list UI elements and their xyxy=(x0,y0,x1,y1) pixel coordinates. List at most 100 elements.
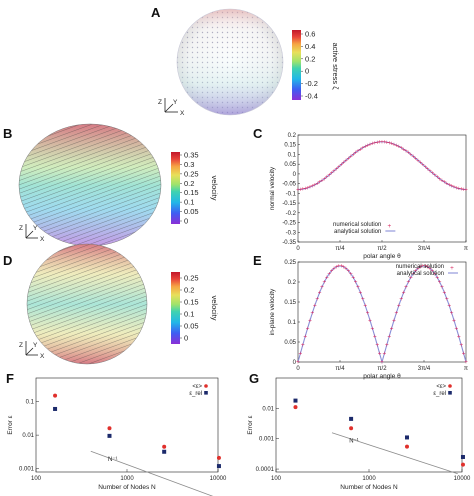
numerical-solution-point: + xyxy=(337,264,341,270)
legend-relative-error-label: ε_rel xyxy=(433,391,446,397)
numerical-solution-point: + xyxy=(353,150,357,156)
numerical-solution-point: + xyxy=(339,162,343,168)
numerical-solution-point: + xyxy=(377,140,381,146)
legend-mean-error-marker xyxy=(448,384,452,388)
numerical-solution-point: + xyxy=(303,186,307,192)
numerical-solution-point: + xyxy=(346,268,350,274)
colorbar-tick-label: 0.1 xyxy=(184,198,194,207)
y-tick-label: 0.001 xyxy=(19,467,35,473)
numerical-solution-point: + xyxy=(375,342,379,348)
numerical-solution-point: + xyxy=(461,351,465,357)
relative-error-point xyxy=(162,449,167,454)
numerical-solution-point: + xyxy=(413,156,417,162)
panel-label-d: D xyxy=(3,253,12,268)
y-tick-label: 0.1 xyxy=(288,320,297,326)
numerical-solution-point: + xyxy=(382,351,386,357)
numerical-solution-point: + xyxy=(457,334,461,340)
mean-error-point xyxy=(460,462,465,467)
numerical-solution-point: + xyxy=(322,279,326,285)
numerical-solution-point: + xyxy=(447,303,451,309)
colorbar-a: 0.6 0.4 0.2 0 -0.2 -0.4 active stress ζ xyxy=(292,30,340,101)
y-tick-label: 0 xyxy=(293,172,297,178)
legend-mean-error-label: <ε> xyxy=(192,384,202,390)
numerical-solution-point: + xyxy=(461,187,465,193)
mean-error-point xyxy=(162,444,167,449)
panel-label-g: G xyxy=(249,371,259,386)
numerical-solution-point: + xyxy=(356,285,360,291)
x-tick-label: π/4 xyxy=(335,246,345,252)
numerical-solution-point: + xyxy=(437,176,441,182)
numerical-solution-point: + xyxy=(329,171,333,177)
numerical-solution-point: + xyxy=(440,285,444,291)
numerical-solution-point: + xyxy=(423,164,427,170)
numerical-solution-point: + xyxy=(452,318,456,324)
numerical-solution-point: + xyxy=(313,183,317,189)
plot-frame xyxy=(297,134,467,243)
numerical-solution-point: + xyxy=(459,187,463,193)
numerical-solution-point: + xyxy=(320,285,324,291)
numerical-solution-point: + xyxy=(385,342,389,348)
numerical-solution-point: + xyxy=(322,176,326,182)
numerical-solution-point: + xyxy=(365,143,369,149)
x-tick-label: 100 xyxy=(31,476,42,482)
colorbar-tick-label: -0.4 xyxy=(305,92,318,101)
colorbar-d: 0.25 0.2 0.15 0.1 0.05 0 velocity xyxy=(171,272,219,344)
x-tick-label: π/2 xyxy=(377,246,387,252)
mean-error-point xyxy=(404,444,409,449)
chart-in-plane-velocity: 0.25 0.2 0.15 0.1 0.05 00 π/4 π/2 3π/4 π polar ang… xyxy=(269,260,468,380)
relative-error-point xyxy=(404,435,409,440)
sphere-a xyxy=(176,8,284,116)
colorbar-tick-label: 0 xyxy=(305,67,309,76)
x-tick-label: 3π/4 xyxy=(418,366,431,372)
numerical-solution-point: + xyxy=(464,187,468,193)
axes-triad-a: Z Y X xyxy=(158,98,185,117)
numerical-solution-point: + xyxy=(447,183,451,189)
numerical-solution-point: + xyxy=(361,145,365,151)
mean-error-point xyxy=(107,426,112,431)
numerical-solution-point: + xyxy=(351,152,355,158)
numerical-solution-point: + xyxy=(317,180,321,186)
numerical-solution-point: + xyxy=(454,326,458,332)
chart-error-convergence-f: 0.1 0.01 0.001 100 1000 10000 Number of Nodes … xyxy=(7,377,227,496)
y-tick-label: 0.1 xyxy=(288,152,297,158)
y-tick-label: 0.15 xyxy=(284,143,296,149)
numerical-solution-point: + xyxy=(392,142,396,148)
numerical-solution-point: + xyxy=(416,266,420,272)
numerical-solution-point: + xyxy=(433,173,437,179)
numerical-solution-point: + xyxy=(370,326,374,332)
numerical-solution-point: + xyxy=(370,141,374,147)
colorbar-tick-label: 0 xyxy=(184,334,188,343)
numerical-solution-point: + xyxy=(425,264,429,270)
legend-mean-error-label: <ε> xyxy=(436,384,446,390)
x-tick-label: π/4 xyxy=(335,366,345,372)
numerical-solution-point: + xyxy=(425,166,429,172)
y-tick-label: 0.1 xyxy=(26,400,35,406)
numerical-solution-point: + xyxy=(437,279,441,285)
x-tick-label: π xyxy=(464,366,468,372)
numerical-solution-point: + xyxy=(301,342,305,348)
numerical-solution-point: + xyxy=(442,180,446,186)
numerical-solution-point: + xyxy=(341,264,345,270)
triad-y-label: Y xyxy=(173,99,178,106)
y-tick-label: 0.01 xyxy=(22,433,34,439)
numerical-solution-point: + xyxy=(358,147,362,153)
numerical-solution-point: + xyxy=(380,139,384,145)
numerical-solution-point: + xyxy=(339,264,343,270)
numerical-solution-point: + xyxy=(416,158,420,164)
sphere-b xyxy=(18,123,162,247)
slope-label: N⁻¹ xyxy=(349,439,359,445)
y-tick-label: 0.001 xyxy=(259,437,275,443)
numerical-solution-point: + xyxy=(411,271,415,277)
mean-error-point xyxy=(216,455,221,460)
triad-z-label: Z xyxy=(19,342,23,349)
relative-error-point xyxy=(53,406,58,411)
y-tick-label: -0.1 xyxy=(286,191,297,197)
numerical-solution-point: + xyxy=(457,186,461,192)
legend-analytical-label: analytical solution xyxy=(334,229,381,235)
x-tick-label: 1000 xyxy=(362,476,376,482)
colorbar-tick-label: 0.3 xyxy=(184,160,194,169)
x-axis-label: polar angle θ xyxy=(363,373,401,380)
numerical-solution-point: + xyxy=(401,147,405,153)
numerical-solution-point: + xyxy=(346,156,350,162)
colorbar-tick-label: 0.6 xyxy=(305,30,315,39)
